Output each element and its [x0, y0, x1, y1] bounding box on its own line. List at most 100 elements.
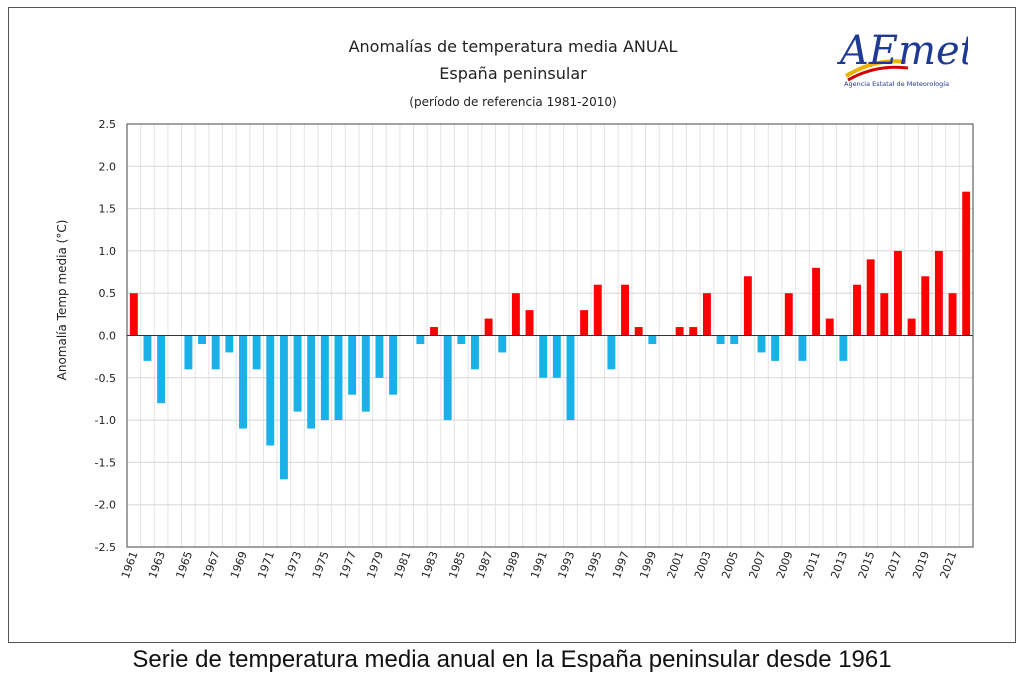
bar-1973: [293, 335, 302, 412]
bar-1988: [498, 335, 507, 353]
x-tick-label: 2019: [910, 550, 932, 581]
x-tick-label: 1999: [637, 550, 659, 581]
bar-2004: [716, 335, 725, 344]
x-tick-label: 1971: [255, 550, 277, 581]
chart-subtitle: España peninsular: [439, 64, 587, 83]
x-tick-label: 1987: [474, 550, 496, 581]
x-tick-label: 1979: [364, 550, 386, 581]
bar-1963: [157, 335, 166, 404]
y-tick-label: 2.0: [99, 160, 117, 173]
bar-2021: [948, 293, 957, 336]
bar-1989: [511, 293, 520, 336]
bar-1992: [552, 335, 561, 378]
x-tick-label: 2011: [801, 550, 823, 581]
bar-1996: [607, 335, 616, 370]
bar-1977: [348, 335, 357, 395]
x-tick-label: 1977: [337, 550, 359, 581]
logo-text: AEmet: [836, 28, 968, 74]
x-tick-label: 1991: [528, 550, 550, 581]
chart: Anomalías de temperatura media ANUAL Esp…: [55, 37, 974, 581]
x-tick-label: 1997: [610, 550, 632, 581]
bar-1966: [198, 335, 207, 344]
bar-1999: [648, 335, 657, 344]
y-tick-label: -2.5: [95, 541, 116, 554]
y-tick-label: -1.5: [95, 456, 116, 469]
bar-2005: [730, 335, 739, 344]
bar-1965: [184, 335, 193, 370]
bar-2019: [921, 276, 930, 336]
bar-1961: [129, 293, 138, 336]
x-tick-label: 2009: [774, 550, 796, 581]
x-tick-label: 2003: [692, 550, 714, 581]
x-tick-label: 2021: [938, 550, 960, 581]
chart-title: Anomalías de temperatura media ANUAL: [349, 37, 678, 56]
x-tick-label: 1973: [283, 550, 305, 581]
y-tick-label: 0.5: [99, 287, 117, 300]
x-tick-label: 2007: [747, 550, 769, 581]
bar-2020: [934, 250, 943, 336]
bars: [127, 191, 973, 480]
x-tick-label: 2013: [828, 550, 850, 581]
bar-2013: [839, 335, 848, 361]
bar-1967: [211, 335, 220, 370]
x-tick-label: 2015: [856, 550, 878, 581]
bar-1990: [525, 310, 534, 336]
bar-1983: [430, 327, 438, 336]
bar-2007: [757, 335, 766, 353]
x-tick-label: 2017: [883, 550, 905, 581]
bar-1976: [334, 335, 343, 421]
bar-2011: [812, 267, 821, 336]
bar-2022: [962, 191, 971, 336]
bar-1968: [225, 335, 234, 353]
bar-1970: [252, 335, 261, 370]
aemet-logo: AEmet Agencia Estatal de Meteorología: [836, 28, 968, 88]
y-tick-label: -2.0: [95, 499, 116, 512]
chart-subtitle2: (período de referencia 1981-2010): [409, 95, 616, 109]
bar-1974: [307, 335, 316, 429]
x-ticks: 1961 1963 1965 1967 1969 1971 1973 1975 1977 1979…: [119, 550, 960, 581]
bar-1986: [470, 335, 479, 370]
x-tick-label: 2001: [665, 550, 687, 581]
bar-2016: [880, 293, 889, 336]
bar-1969: [239, 335, 247, 429]
y-tick-label: 1.0: [99, 245, 117, 258]
logo-subtext: Agencia Estatal de Meteorología: [844, 80, 949, 88]
bar-2014: [853, 284, 861, 336]
y-tick-label: -0.5: [95, 372, 116, 385]
bar-2009: [784, 293, 793, 336]
bar-1975: [320, 335, 329, 421]
x-tick-label: 1961: [119, 550, 141, 581]
x-tick-label: 1989: [501, 550, 523, 581]
bar-2010: [798, 335, 807, 361]
x-tick-label: 1969: [228, 550, 250, 581]
x-tick-label: 1983: [419, 550, 441, 581]
bar-2003: [702, 293, 711, 336]
y-ticks: 2.5 2.0 1.5 1.0 0.5 0.0 -0.5 -1.0 -1.5 -2.0 -2.5: [95, 118, 116, 554]
y-tick-label: 2.5: [99, 118, 117, 131]
bar-2018: [907, 318, 916, 336]
x-tick-label: 1967: [201, 550, 223, 581]
bar-1993: [566, 335, 575, 421]
x-tick-label: 1985: [446, 550, 468, 581]
y-tick-label: 0.0: [99, 330, 117, 343]
bar-1987: [484, 318, 493, 336]
bar-1985: [457, 335, 466, 344]
x-tick-label: 1963: [146, 550, 168, 581]
bar-1972: [279, 335, 288, 480]
bar-2002: [689, 327, 698, 336]
bar-1991: [539, 335, 548, 378]
bar-2017: [893, 250, 902, 336]
bar-1994: [580, 310, 589, 336]
y-tick-label: 1.5: [99, 203, 117, 216]
bar-1982: [416, 335, 425, 344]
x-tick-label: 1993: [555, 550, 577, 581]
x-tick-label: 1965: [173, 550, 195, 581]
bar-2015: [866, 259, 875, 336]
x-tick-label: 2005: [719, 550, 741, 581]
bar-2006: [743, 276, 752, 336]
bar-1995: [593, 284, 602, 336]
bar-1997: [621, 284, 630, 336]
x-tick-label: 1995: [583, 550, 605, 581]
bar-1980: [389, 335, 398, 395]
bar-2012: [825, 318, 834, 336]
